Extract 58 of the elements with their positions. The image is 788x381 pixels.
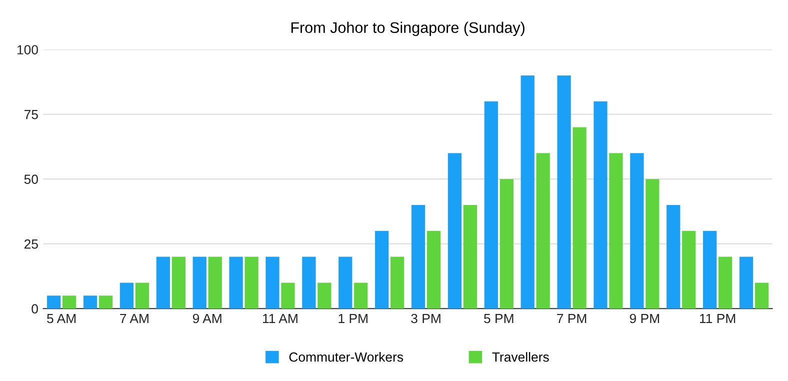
x-tick-label: 9 AM (192, 314, 222, 324)
bar (572, 127, 586, 309)
bar (375, 230, 389, 309)
bar (448, 153, 462, 309)
bar (156, 256, 170, 309)
bar (47, 296, 61, 309)
bar (484, 101, 498, 309)
bar (520, 75, 534, 309)
bar (463, 204, 478, 309)
bar (718, 256, 732, 309)
bar (703, 230, 717, 309)
bar (682, 230, 696, 309)
bar (666, 204, 680, 309)
bar (411, 204, 426, 309)
y-tick-label: 0 (32, 304, 38, 314)
bar (500, 179, 514, 309)
bar (338, 256, 352, 309)
x-tick-label: 5 PM (484, 314, 514, 324)
bar (229, 256, 243, 309)
x-tick-label: 1 PM (338, 314, 368, 324)
x-tick-label: 11 AM (263, 314, 298, 324)
bar (536, 153, 550, 309)
y-tick-label: 50 (24, 174, 38, 184)
y-tick-label: 100 (17, 45, 38, 54)
bar (266, 256, 280, 309)
x-tick-label: 5 AM (47, 314, 76, 324)
bar (62, 296, 76, 309)
x-tick-label: 7 AM (120, 314, 148, 324)
bar (172, 256, 186, 309)
chart-title: From Johor to Singapore (Sunday) (291, 22, 524, 36)
bar (281, 282, 295, 309)
bar (208, 256, 222, 309)
x-tick-label: 3 PM (411, 314, 440, 324)
x-tick-label: 7 PM (557, 314, 586, 324)
bar (594, 101, 608, 309)
bar (646, 179, 660, 309)
bar (557, 75, 571, 309)
x-tick-label: 11 PM (700, 314, 736, 324)
bar (120, 282, 134, 309)
bar (302, 256, 316, 309)
y-tick-label: 25 (24, 239, 38, 249)
bar (609, 153, 623, 309)
bar (318, 282, 332, 309)
legend-label: Commuter-Workers (289, 352, 404, 362)
bar (98, 296, 113, 309)
bar (390, 256, 404, 309)
bar (192, 256, 206, 309)
bar (426, 230, 441, 309)
bar (754, 282, 769, 309)
bar (135, 282, 150, 309)
bar (739, 256, 754, 309)
y-tick-label: 75 (24, 110, 38, 120)
bar (354, 282, 368, 309)
x-tick-label: 9 PM (630, 314, 659, 324)
legend-label: Travellers (492, 352, 549, 362)
bar (83, 296, 98, 309)
bar (244, 256, 258, 309)
bar (630, 153, 644, 309)
